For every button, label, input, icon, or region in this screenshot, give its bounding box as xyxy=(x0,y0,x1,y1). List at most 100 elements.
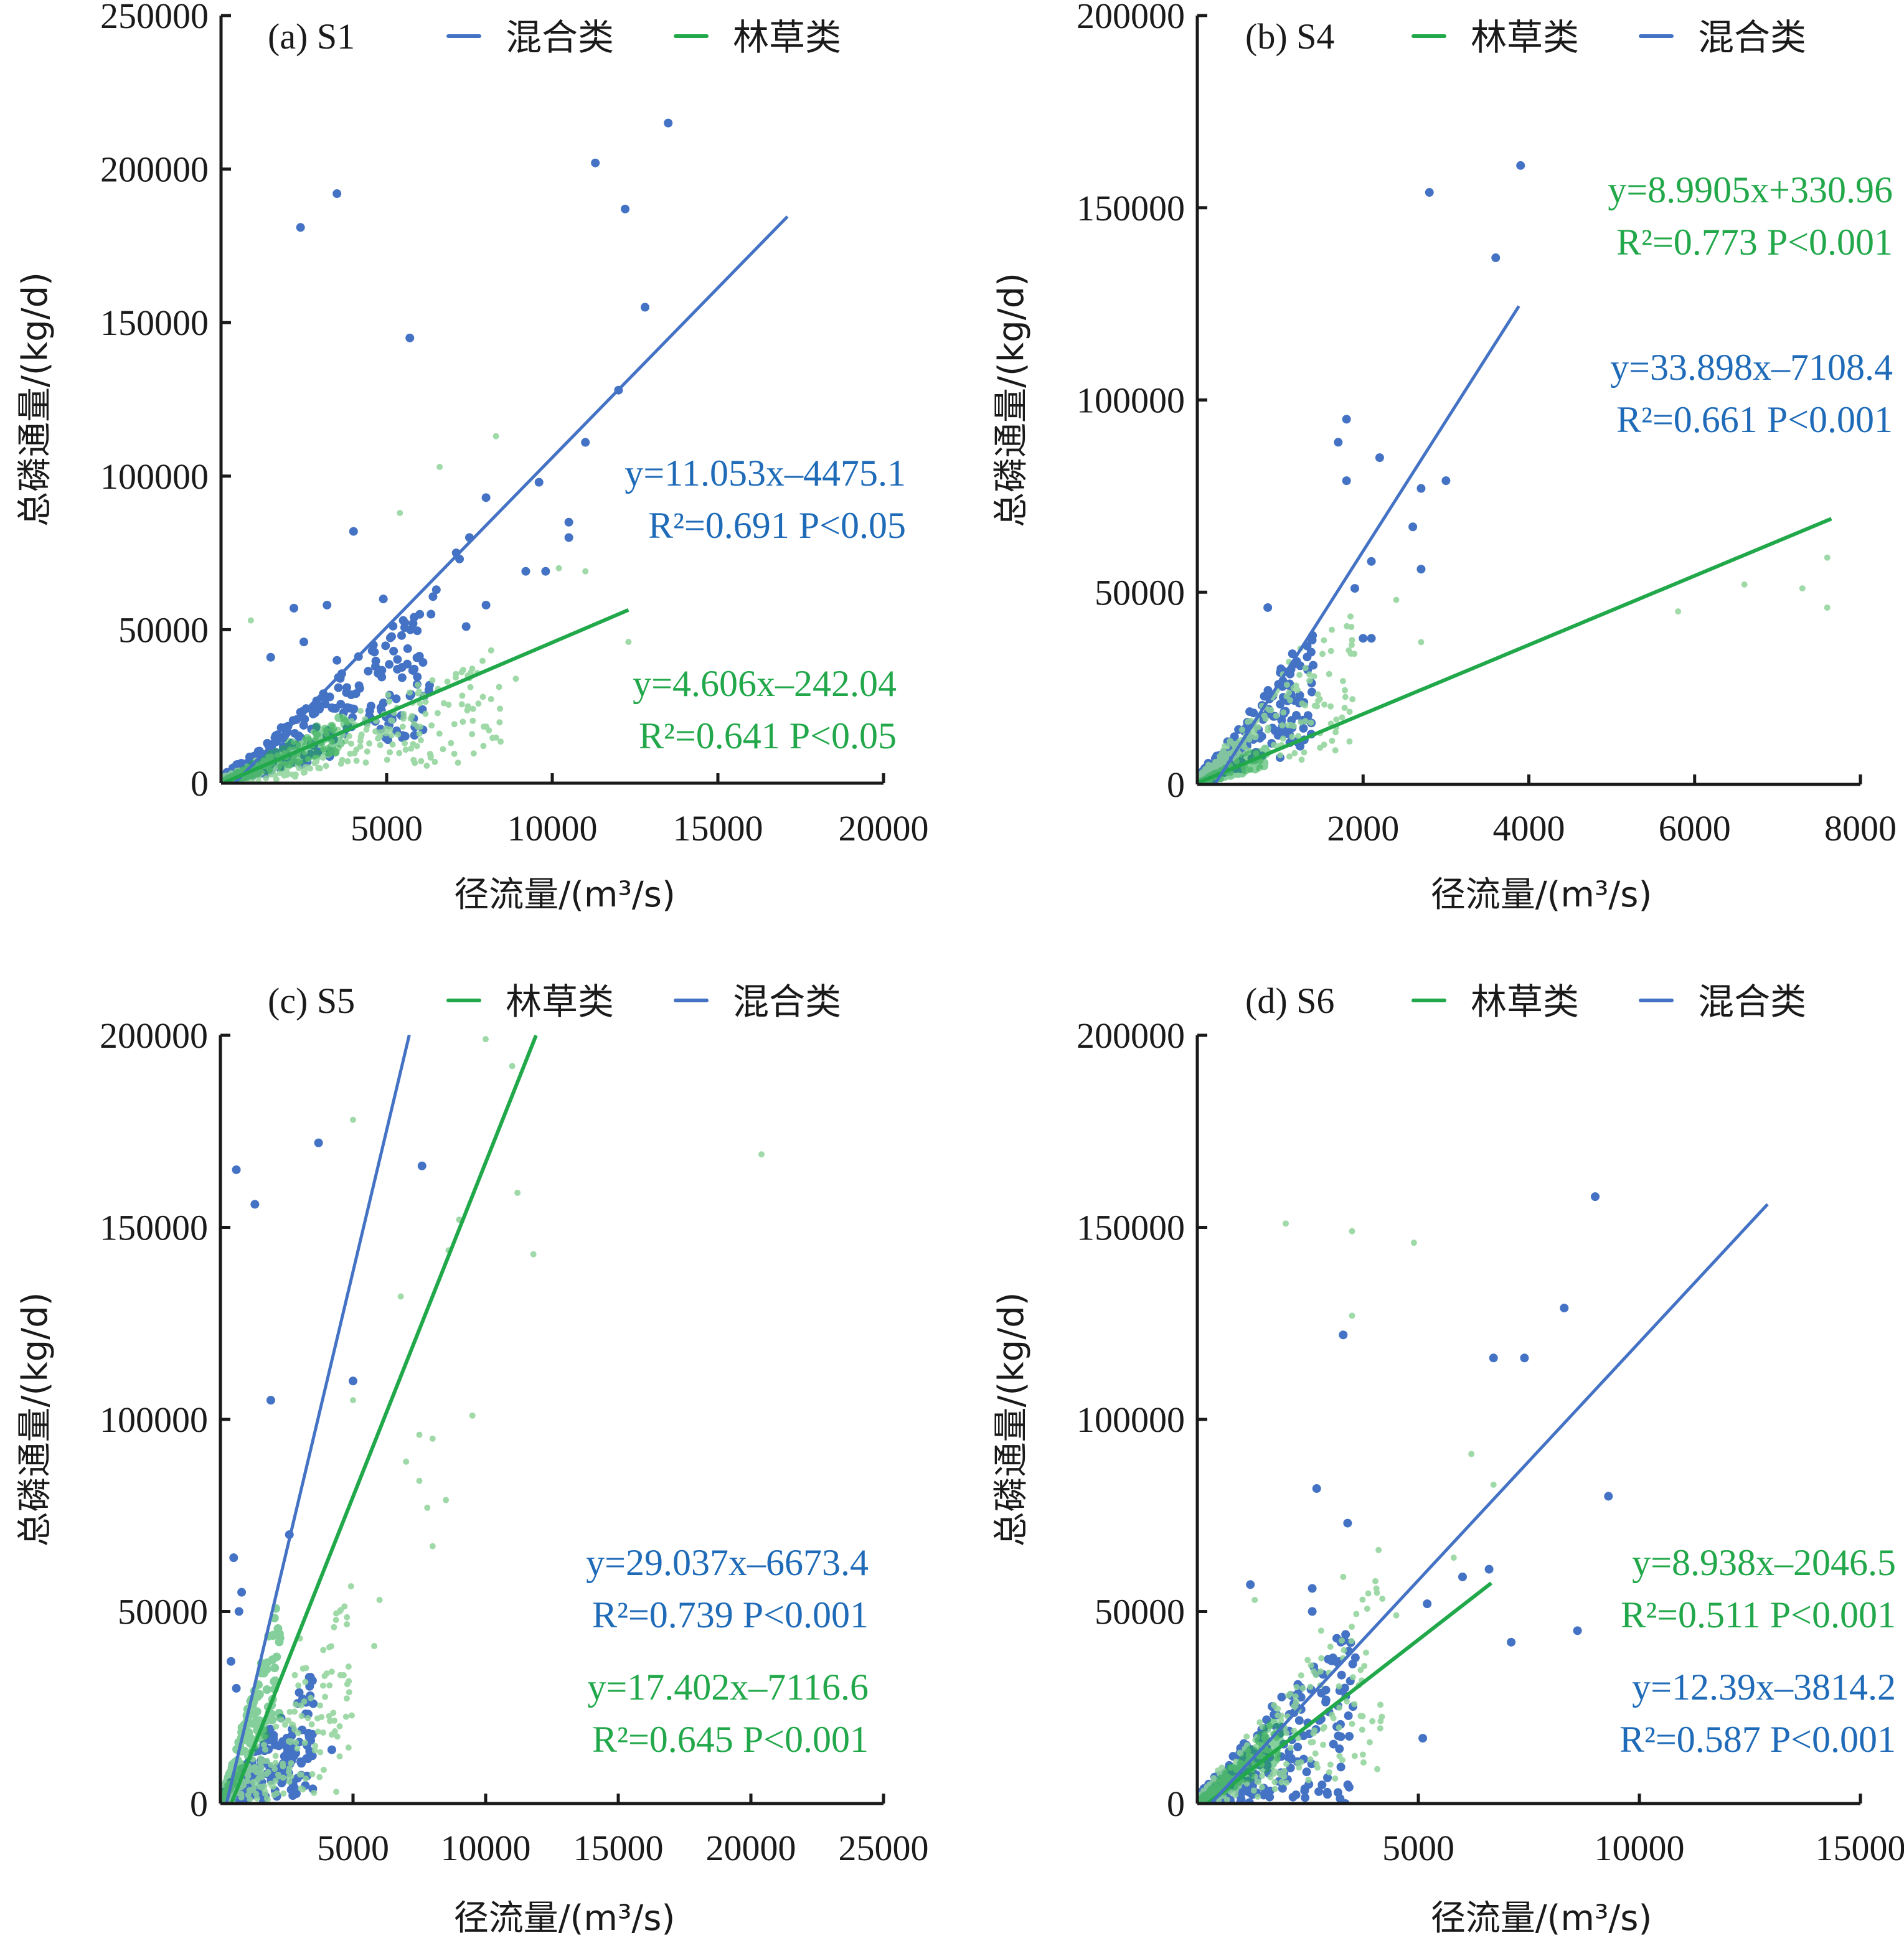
plot-area xyxy=(1197,1192,1769,1804)
data-point xyxy=(371,1643,378,1650)
data-point xyxy=(1308,1607,1317,1616)
data-point xyxy=(458,669,465,675)
data-point xyxy=(379,595,388,604)
data-point xyxy=(464,703,471,710)
data-point xyxy=(1298,1672,1304,1679)
data-point xyxy=(455,760,461,766)
x-tick-label: 4000 xyxy=(1493,808,1565,849)
data-point xyxy=(332,656,342,665)
data-point xyxy=(263,1658,272,1667)
data-point xyxy=(246,1787,253,1794)
data-point xyxy=(326,1682,333,1689)
data-point xyxy=(275,1709,284,1718)
data-point xyxy=(243,1778,250,1785)
data-point xyxy=(323,600,332,609)
data-point xyxy=(314,729,323,738)
data-point xyxy=(387,749,394,756)
data-point xyxy=(1333,716,1340,723)
data-point xyxy=(1290,685,1297,692)
data-point xyxy=(312,1743,319,1749)
data-point xyxy=(497,738,504,745)
data-point xyxy=(287,1731,296,1741)
data-point xyxy=(1418,1734,1428,1743)
data-point xyxy=(1349,1228,1355,1235)
data-point xyxy=(263,775,270,782)
data-point xyxy=(451,750,458,757)
data-point xyxy=(1307,1683,1314,1690)
data-point xyxy=(1314,1764,1321,1771)
data-point xyxy=(292,1701,299,1708)
data-point xyxy=(1410,1239,1417,1246)
data-point xyxy=(408,666,417,675)
y-tick-label: 0 xyxy=(1167,1784,1185,1824)
data-point xyxy=(496,719,503,726)
data-point xyxy=(1329,626,1336,633)
data-point xyxy=(330,1710,337,1716)
data-point xyxy=(1287,1690,1294,1697)
data-point xyxy=(1318,1655,1325,1662)
data-point xyxy=(407,715,414,722)
data-point xyxy=(381,641,390,651)
data-point xyxy=(1359,634,1368,643)
data-point xyxy=(1361,1663,1368,1670)
data-point xyxy=(1375,1546,1382,1553)
data-point xyxy=(1296,661,1305,670)
data-point xyxy=(389,646,398,656)
data-point xyxy=(291,773,298,780)
data-point xyxy=(334,713,344,722)
data-point xyxy=(270,1783,276,1790)
data-point xyxy=(1302,665,1309,672)
data-point xyxy=(331,1717,338,1724)
data-point xyxy=(247,1796,253,1803)
data-point xyxy=(483,1036,489,1043)
y-tick-label: 150000 xyxy=(1077,188,1185,228)
data-point xyxy=(417,723,423,730)
x-tick-label: 10000 xyxy=(507,808,598,849)
data-point xyxy=(266,751,276,761)
data-point xyxy=(521,567,530,576)
data-point xyxy=(1351,651,1358,657)
data-point xyxy=(374,669,383,678)
data-point xyxy=(469,731,476,738)
data-point xyxy=(320,725,329,734)
data-point xyxy=(1246,1580,1255,1589)
data-point xyxy=(295,731,304,741)
data-point xyxy=(392,694,401,703)
data-point xyxy=(1258,1764,1268,1773)
data-point xyxy=(1349,1674,1356,1681)
legend-label: 混合类 xyxy=(506,16,614,59)
data-point xyxy=(428,722,435,729)
data-point xyxy=(417,737,424,744)
x-tick-label: 8000 xyxy=(1824,808,1897,849)
legend-item-forest: 林草类 xyxy=(1412,981,1579,1023)
data-point xyxy=(1323,1773,1332,1782)
plot-area xyxy=(1197,161,1832,784)
data-point xyxy=(415,609,425,619)
x-axis-title: 径流量/(m³/s) xyxy=(1431,1898,1652,1938)
fit-line-mixed xyxy=(233,215,789,783)
data-point xyxy=(1349,1312,1355,1319)
data-point xyxy=(1271,1738,1280,1747)
data-point xyxy=(440,700,447,707)
data-point xyxy=(344,1621,351,1628)
data-point xyxy=(434,710,441,717)
data-point xyxy=(314,1138,323,1147)
data-point xyxy=(1288,1792,1298,1802)
data-point xyxy=(336,739,345,748)
x-tick-label: 2000 xyxy=(1327,808,1399,849)
data-point xyxy=(349,1376,357,1386)
data-point xyxy=(1349,637,1355,644)
y-tick-label: 150000 xyxy=(100,303,209,343)
data-point xyxy=(1203,1791,1212,1800)
panel-label: (c) S5 xyxy=(268,981,355,1021)
data-point xyxy=(1263,603,1273,612)
data-point xyxy=(331,1624,337,1630)
data-point xyxy=(582,568,589,575)
data-point xyxy=(357,733,364,740)
data-point xyxy=(393,665,402,674)
data-point xyxy=(353,758,360,764)
data-point xyxy=(481,493,491,502)
fit-line-forest xyxy=(1197,517,1832,784)
data-point xyxy=(1329,737,1336,744)
data-point xyxy=(458,701,465,708)
